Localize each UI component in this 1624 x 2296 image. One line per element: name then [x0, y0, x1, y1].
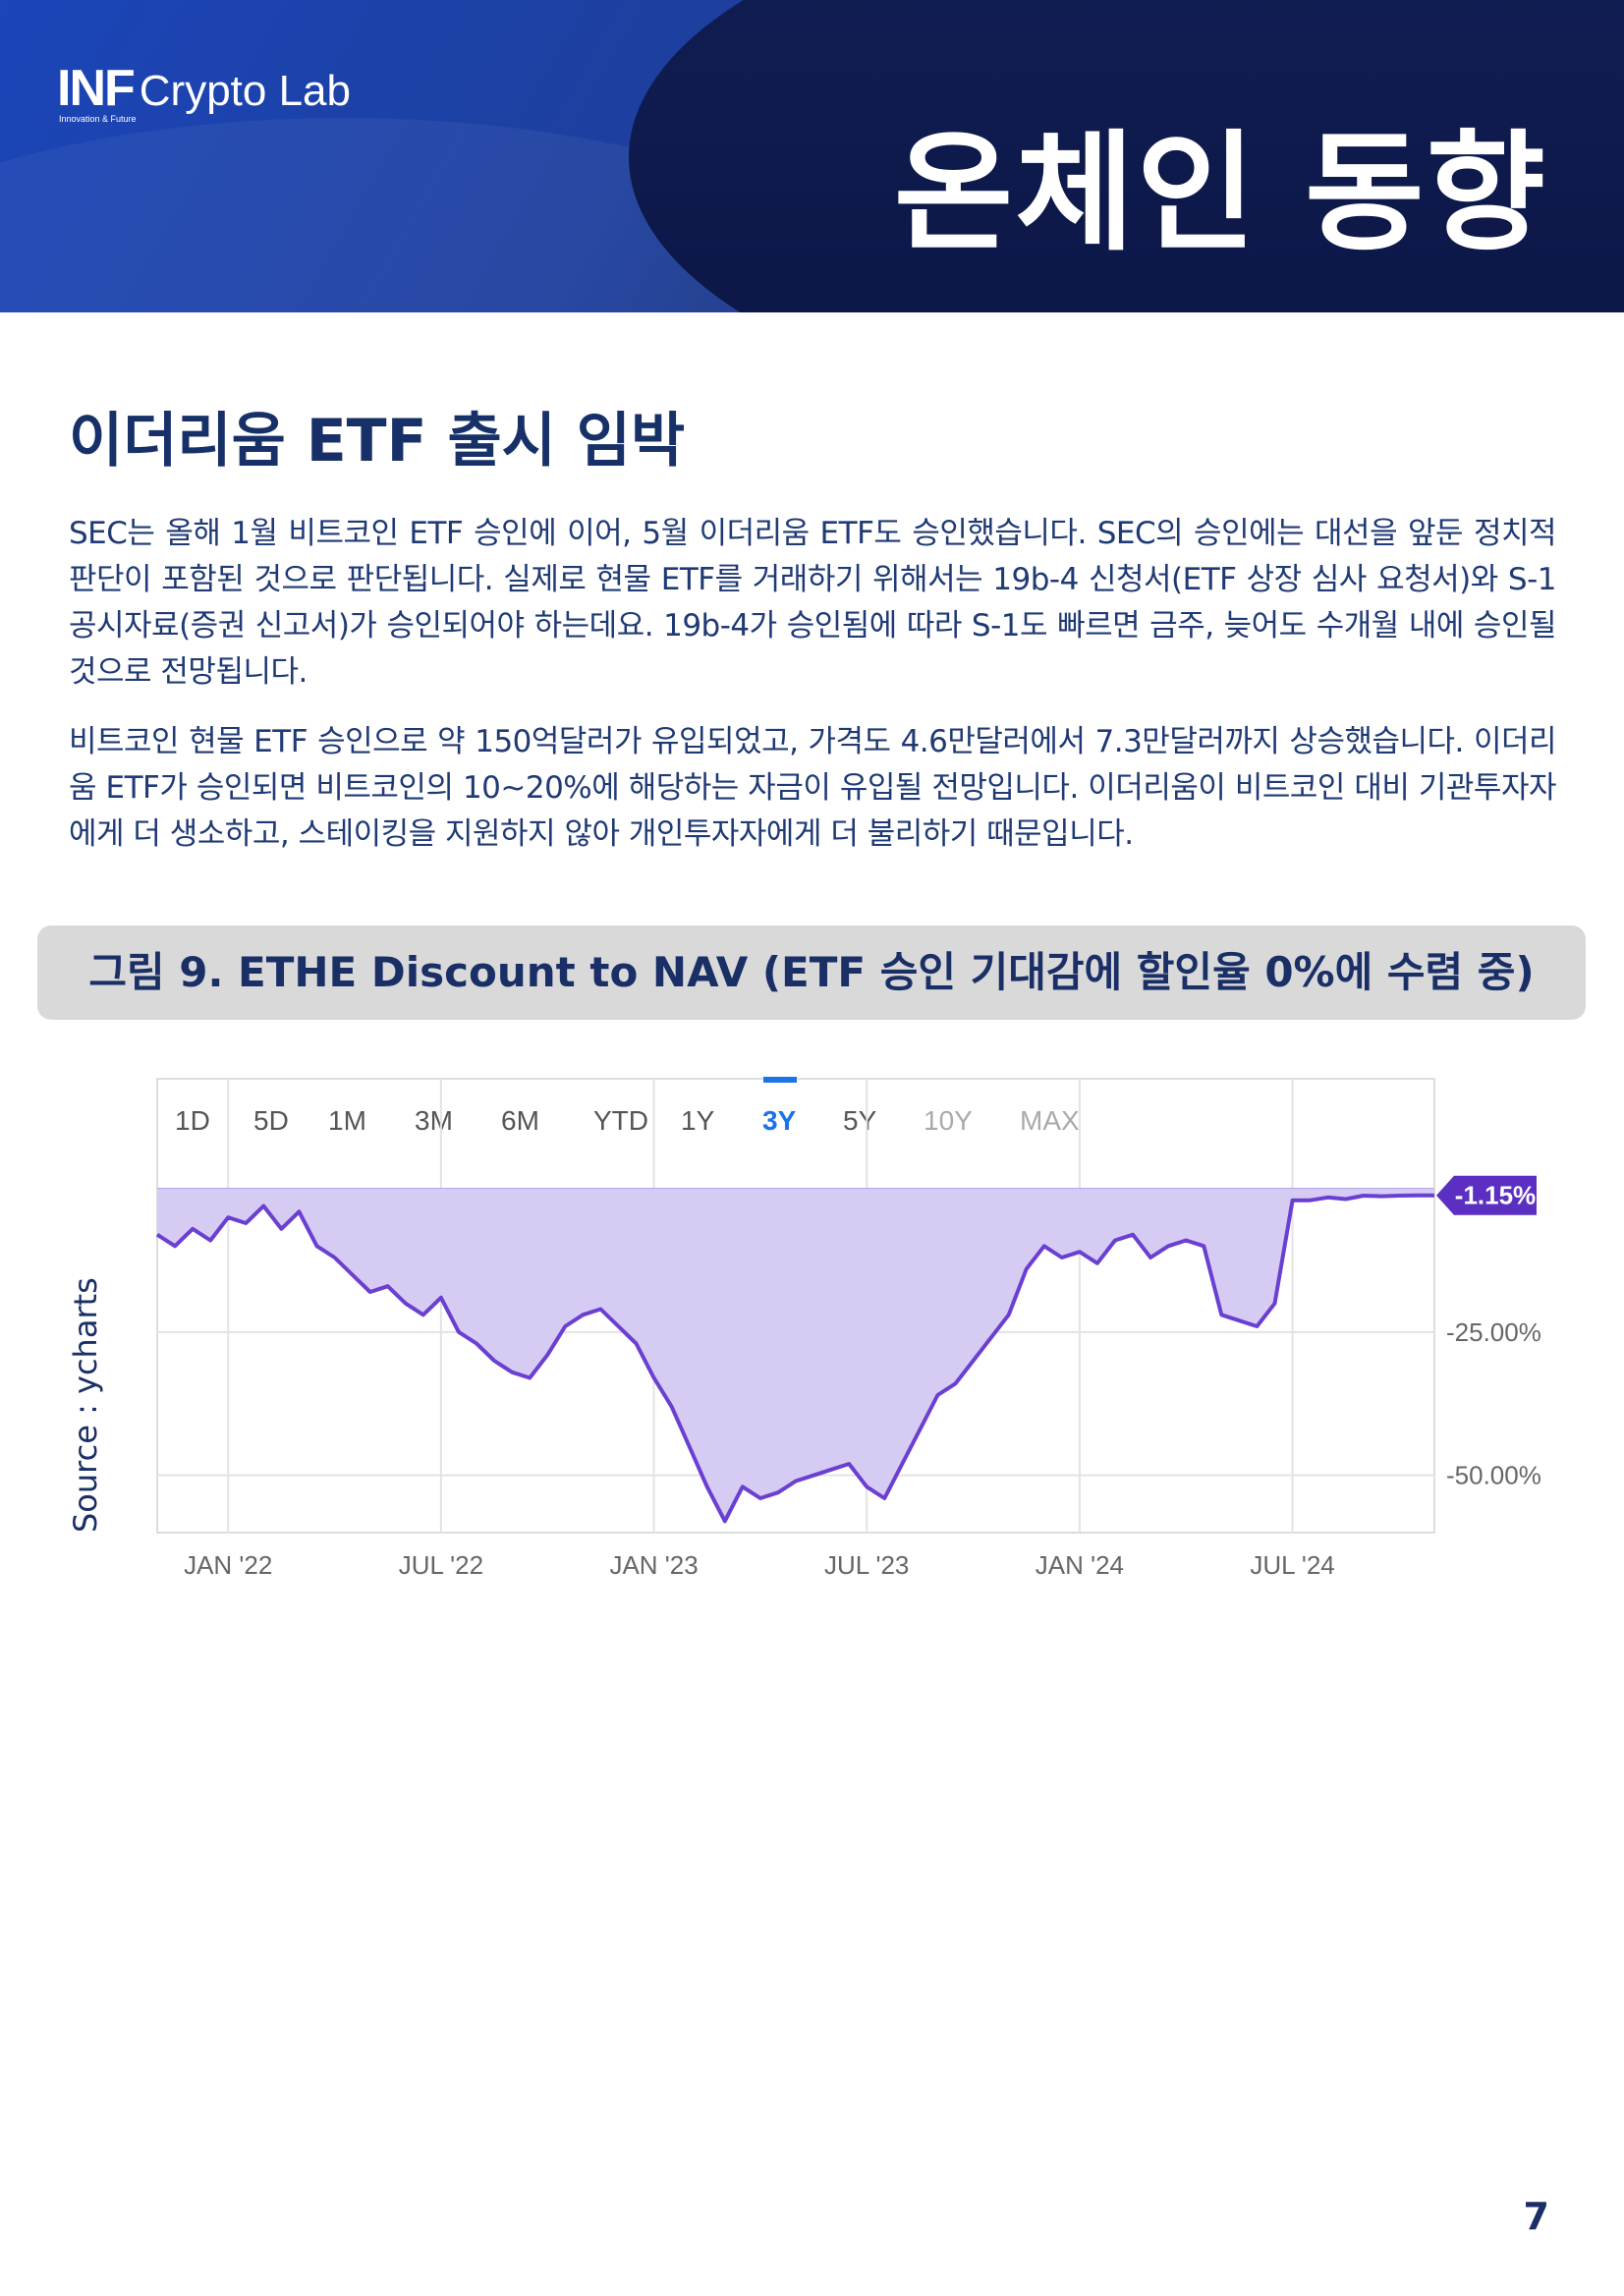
latest-value-flag	[1436, 1175, 1537, 1215]
section-title: 이더리움 ETF 출시 임박	[69, 407, 686, 476]
series-line	[155, 1193, 1434, 1524]
brand-sub: Crypto Lab	[139, 67, 351, 115]
range-tab-3y[interactable]: 3Y	[762, 1105, 797, 1136]
latest-value-label: -1.15%	[1455, 1181, 1536, 1210]
x-tick-label: JAN '24	[1036, 1550, 1124, 1580]
figure-caption: 그림 9. ETHE Discount to NAV (ETF 승인 기대감에 …	[88, 948, 1535, 996]
range-tab-1y[interactable]: 1Y	[681, 1105, 715, 1136]
range-tab-ytd[interactable]: YTD	[593, 1105, 648, 1136]
y-tick-label: -25.00%	[1446, 1317, 1541, 1347]
page-number: 7	[1523, 2195, 1549, 2238]
range-tab-5d[interactable]: 5D	[253, 1105, 289, 1136]
paragraph-2: 비트코인 현물 ETF 승인으로 약 150억달러가 유입되었고, 가격도 4.…	[69, 724, 1557, 852]
x-tick-label: JUL '23	[824, 1550, 909, 1580]
page-title: 온체인 동향	[893, 118, 1547, 269]
active-tab-indicator	[763, 1077, 797, 1083]
banner-swoosh	[629, 0, 1624, 312]
discount-chart: 1D 5D 1M 3M 6M YTD 1Y 3Y 5Y 10Y MAX JAN '22 JUL '22 J…	[155, 1077, 1541, 1580]
x-tick-label: JAN '23	[609, 1550, 698, 1580]
y-tick-label: -50.00%	[1446, 1461, 1541, 1490]
series-area	[157, 1189, 1434, 1522]
range-tab-10y[interactable]: 10Y	[924, 1105, 973, 1136]
range-tab-6m[interactable]: 6M	[501, 1105, 539, 1136]
brand-tagline: Innovation & Future	[59, 114, 137, 124]
range-tab-1d[interactable]: 1D	[175, 1105, 210, 1136]
header-banner: INF Crypto Lab Innovation & Future 온체인 동향	[0, 0, 1624, 312]
brand-logo: INF Crypto Lab Innovation & Future	[57, 59, 351, 124]
x-tick-label: JAN '22	[184, 1550, 272, 1580]
range-tab-3m[interactable]: 3M	[415, 1105, 453, 1136]
range-tab-max[interactable]: MAX	[1020, 1105, 1080, 1136]
x-tick-label: JUL '22	[399, 1550, 483, 1580]
range-tab-1m[interactable]: 1M	[328, 1105, 366, 1136]
range-tab-5y[interactable]: 5Y	[843, 1105, 877, 1136]
x-tick-label: JUL '24	[1250, 1550, 1334, 1580]
brand-main: INF	[57, 60, 136, 117]
paragraph-1: SEC는 올해 1월 비트코인 ETF 승인에 이어, 5월 이더리움 ETF도…	[69, 516, 1557, 690]
figure-caption-box: 그림 9. ETHE Discount to NAV (ETF 승인 기대감에 …	[37, 925, 1586, 1020]
figure-source: Source : ycharts	[67, 1277, 104, 1533]
